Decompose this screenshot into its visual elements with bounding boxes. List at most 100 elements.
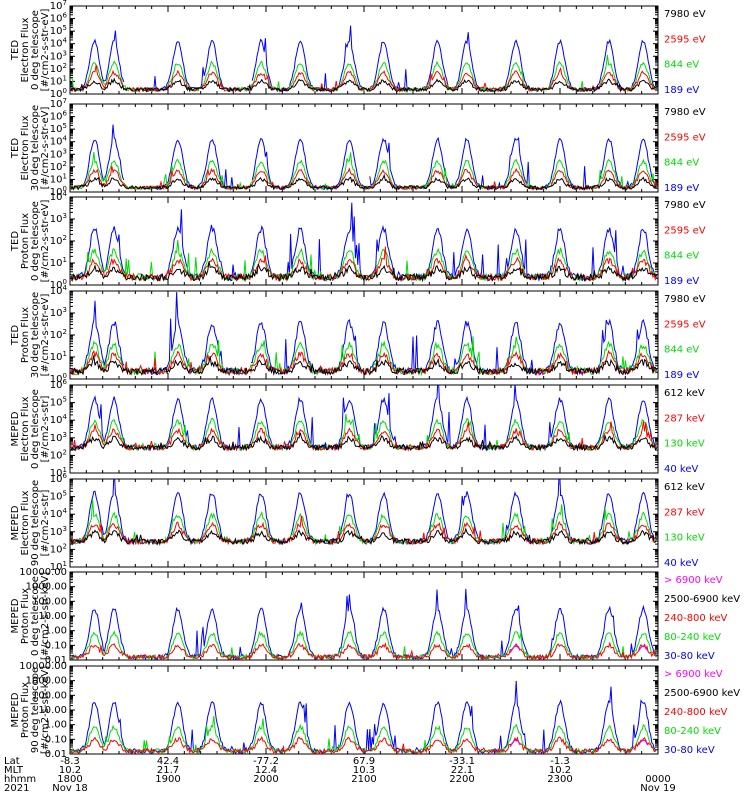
y-title-line: Proton Flux [20,588,31,644]
y-axis-title: MEPED Proton Flux 90 deg telescope [#/cm2-s… [10,666,51,754]
panel-frame [69,384,659,474]
y-tick-label: 10000.00 [19,567,67,578]
legend-entry: 7980 eV [664,107,706,118]
y-title-line: 0 deg telescope [30,10,41,90]
legend-entry: 189 eV [664,370,699,381]
x-tick-label-hhmm: 2200 [449,774,474,785]
y-tick-exponent: 2 [63,328,67,336]
x-tick-label-mlt: 21.7 [157,765,179,776]
series-red [70,421,658,452]
y-tick-exponent: 1 [63,256,67,264]
y-tick-label: 100.00 [32,690,67,701]
legend-entry: 2595 eV [664,225,706,236]
y-title-line: [#/cm2-s-str-eV] [40,9,51,92]
legend-entry: 7980 eV [664,9,706,20]
y-tick-label: 102 [50,448,67,461]
y-title-line: Proton Flux [20,307,31,363]
panel-frame [69,665,659,755]
legend-entry: 2595 eV [664,319,706,330]
panel-frame [69,571,659,661]
y-tick-exponent: 0 [63,372,67,380]
y-tick-exponent: 5 [63,490,67,498]
series-red [70,349,658,377]
x-tick-label-lat: 42.4 [157,756,179,767]
x-tick-label-mlt: 10.2 [59,765,81,776]
panel-frame [69,478,659,568]
x-tick-label-hhmm: 1900 [155,774,180,785]
y-title-line: TED [10,138,21,159]
panel-8: 10000.001000.00100.0010.001.000.100.01ME… [10,661,740,760]
series-green [70,716,658,754]
y-tick-exponent: 2 [63,234,67,242]
legend-entry: 240-800 keV [664,707,728,718]
y-tick-exponent: 5 [63,24,67,32]
y-tick-label: 10.00 [38,611,67,622]
legend-entry: 844 eV [664,251,699,262]
y-title-line: MEPED [10,411,21,446]
y-title-line: TED [10,325,21,346]
y-tick-label: 101 [50,256,67,269]
y-tick-label: 101 [50,74,67,87]
x-tick-label-mlt: 10.2 [549,765,571,776]
y-tick-exponent: 7 [63,97,67,105]
series-red [70,735,657,754]
y-axis-title: MEPED Proton Flux 0 deg telescope [#/cm2-s-… [10,572,51,660]
legend-entry: 240-800 keV [664,613,728,624]
y-tick-exponent: 4 [63,37,68,45]
data-traces [70,292,658,377]
legend-entry: 7980 eV [664,200,706,211]
y-tick-exponent: 3 [63,525,67,533]
y-axis-title: TED Proton Flux 0 deg telescope [#/cm2-s-st… [10,200,51,283]
y-tick-label: 105 [50,122,67,135]
y-axis-title: MEPED Electron Flux 0 deg telescope [#/cm2-… [10,389,51,469]
y-tick-exponent: 3 [63,147,67,155]
x-tick-label-lat: -33.1 [449,756,475,767]
y-title-line: MEPED [10,692,21,727]
data-traces [70,124,658,192]
y-tick-label: 105 [50,24,67,37]
y-title-line: 30 deg telescope [30,292,41,378]
y-tick-exponent: 4 [63,284,68,292]
y-axis-title: TED Proton Flux 30 deg telescope [#/cm2-s-s… [10,292,51,378]
y-tick-exponent: 3 [63,306,67,314]
y-tick-label: 102 [50,234,67,247]
y-tick-exponent: 2 [63,160,67,168]
y-title-line: [#/cm2-s-str-keV] [40,666,51,754]
series-magenta [509,645,649,653]
y-tick-label: 103 [50,525,67,538]
legend-entry: > 6900 keV [664,669,723,680]
series-red [70,64,657,93]
legend-entry: 844 eV [664,158,699,169]
legend-entry: 2500-6900 keV [664,688,740,699]
legend-entry: 189 eV [664,276,699,287]
y-title-line: 30 deg telescope [30,105,41,191]
y-title-line: MEPED [10,598,21,633]
y-tick-exponent: 2 [63,542,67,550]
y-title-line: 90 deg telescope [30,480,41,566]
y-title-line: TED [10,40,21,61]
panel-frame [69,103,659,193]
y-tick-label: 102 [50,160,67,173]
data-traces [70,25,658,93]
y-tick-exponent: 1 [63,560,67,568]
series-black [70,355,658,376]
y-tick-label: 1000.00 [26,676,67,687]
data-traces [70,202,658,283]
y-tick-label: 103 [50,49,67,62]
x-row-label: Lat [4,756,20,767]
x-tick-label-lat: -8.3 [60,756,80,767]
y-tick-label: 104 [50,190,68,203]
y-tick-exponent: 0 [63,87,67,95]
y-tick-label: 0.01 [45,749,67,760]
legend-entry: 2595 eV [664,34,706,45]
legend-entry: 40 keV [664,558,698,569]
legend-entry: 612 keV [664,388,705,399]
y-axis-title: MEPED Electron Flux 90 deg telescope [#/cm2… [10,480,51,566]
data-traces [70,680,658,754]
legend-entry: 2500-6900 keV [664,594,740,605]
